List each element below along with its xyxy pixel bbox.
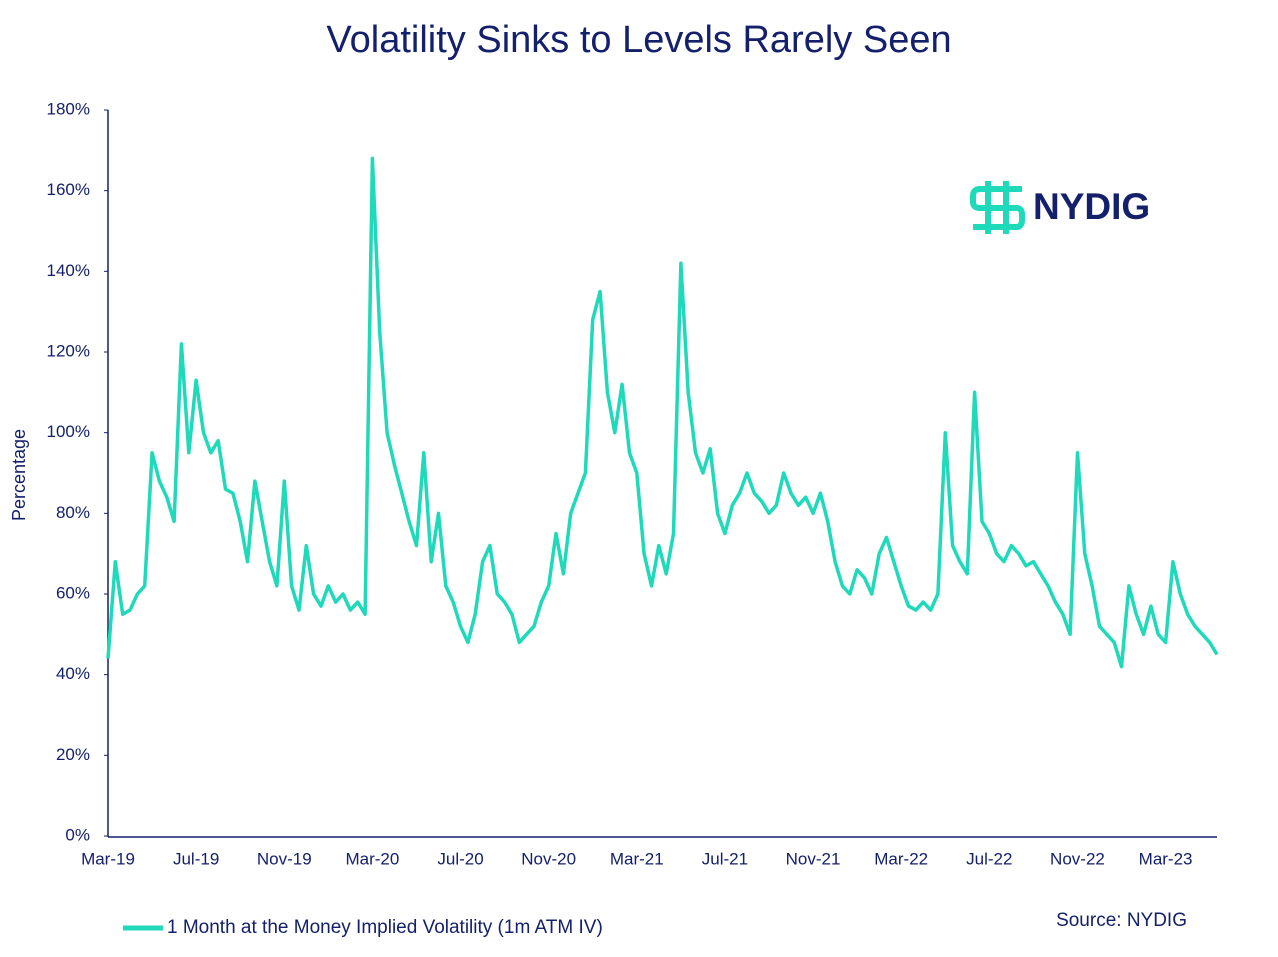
y-axis-label: Percentage [9, 429, 29, 521]
x-tick-label: Jul-21 [702, 849, 748, 868]
y-tick-label: 140% [47, 261, 90, 280]
x-tick-label: Mar-22 [874, 849, 928, 868]
y-tick-label: 0% [65, 825, 90, 844]
y-tick-label: 60% [56, 583, 90, 602]
x-tick-label: Nov-20 [521, 849, 576, 868]
x-tick-label: Jul-19 [173, 849, 219, 868]
x-tick-label: Mar-20 [345, 849, 399, 868]
y-tick-label: 120% [47, 341, 90, 360]
x-tick-label: Jul-22 [966, 849, 1012, 868]
x-tick-label: Jul-20 [437, 849, 483, 868]
legend-label: 1 Month at the Money Implied Volatility … [167, 917, 603, 938]
logo-s [970, 186, 1025, 230]
x-tick-label: Nov-19 [257, 849, 312, 868]
y-tick-label: 160% [47, 180, 90, 199]
y-tick-label: 100% [47, 422, 90, 441]
y-tick-label: 80% [56, 503, 90, 522]
x-tick-label: Mar-23 [1139, 849, 1193, 868]
x-tick-label: Mar-21 [610, 849, 664, 868]
y-tick-label: 20% [56, 745, 90, 764]
x-tick-label: Nov-21 [786, 849, 841, 868]
y-tick-label: 40% [56, 664, 90, 683]
logo-icon [970, 181, 1025, 234]
x-tick-label: Mar-19 [81, 849, 135, 868]
source: Source: NYDIG [1056, 910, 1187, 931]
x-tick-label: Nov-22 [1050, 849, 1105, 868]
line [106, 156, 1219, 669]
y-tick-label: 180% [47, 99, 90, 118]
chart-title: Volatility Sinks to Levels Rarely Seen [326, 19, 951, 61]
logo-text: NYDIG [1033, 186, 1150, 227]
